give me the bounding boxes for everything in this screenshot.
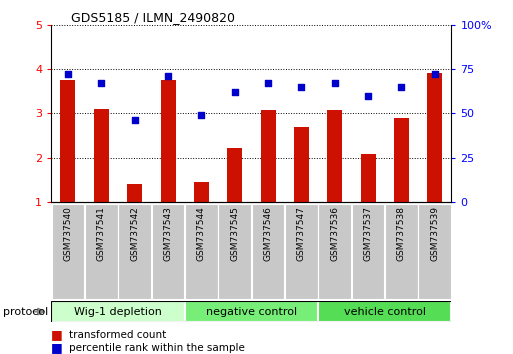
Text: GSM737541: GSM737541: [97, 206, 106, 261]
Text: GSM737542: GSM737542: [130, 206, 139, 261]
Text: Wig-1 depletion: Wig-1 depletion: [74, 307, 162, 316]
Point: [297, 84, 305, 90]
Bar: [419, 204, 451, 299]
Text: GSM737540: GSM737540: [64, 206, 72, 261]
Bar: [51, 301, 185, 322]
Text: protocol: protocol: [3, 307, 48, 316]
Text: GSM737538: GSM737538: [397, 206, 406, 261]
Point: [364, 93, 372, 98]
Bar: [94, 109, 109, 202]
Bar: [127, 184, 142, 202]
Text: GSM737536: GSM737536: [330, 206, 339, 261]
Text: negative control: negative control: [206, 307, 297, 316]
Text: GSM737547: GSM737547: [297, 206, 306, 261]
Bar: [252, 204, 284, 299]
Point: [397, 84, 405, 90]
Text: GSM737546: GSM737546: [264, 206, 272, 261]
Text: GSM737544: GSM737544: [197, 206, 206, 261]
Bar: [219, 204, 251, 299]
Bar: [85, 204, 117, 299]
Bar: [152, 204, 184, 299]
Text: percentile rank within the sample: percentile rank within the sample: [69, 343, 245, 353]
Bar: [385, 204, 418, 299]
Bar: [119, 204, 151, 299]
Text: GDS5185 / ILMN_2490820: GDS5185 / ILMN_2490820: [71, 11, 235, 24]
Bar: [227, 148, 242, 202]
Bar: [318, 301, 451, 322]
Bar: [327, 110, 342, 202]
Point: [130, 118, 139, 123]
Bar: [427, 73, 442, 202]
Bar: [319, 204, 351, 299]
Text: GSM737545: GSM737545: [230, 206, 239, 261]
Text: vehicle control: vehicle control: [344, 307, 426, 316]
Text: GSM737539: GSM737539: [430, 206, 439, 261]
Point: [264, 80, 272, 86]
Point: [164, 73, 172, 79]
Text: GSM737543: GSM737543: [164, 206, 172, 261]
Bar: [185, 204, 218, 299]
Point: [97, 80, 106, 86]
Bar: [185, 301, 318, 322]
Point: [197, 112, 205, 118]
Bar: [194, 182, 209, 202]
Point: [330, 80, 339, 86]
Text: ■: ■: [51, 341, 63, 354]
Bar: [294, 127, 309, 202]
Text: GSM737537: GSM737537: [364, 206, 372, 261]
Bar: [261, 110, 275, 202]
Text: transformed count: transformed count: [69, 330, 167, 339]
Bar: [161, 80, 175, 202]
Text: ■: ■: [51, 328, 63, 341]
Point: [230, 89, 239, 95]
Bar: [61, 80, 75, 202]
Point: [430, 72, 439, 77]
Bar: [52, 204, 84, 299]
Point: [64, 72, 72, 77]
Bar: [352, 204, 384, 299]
Bar: [394, 118, 409, 202]
Bar: [361, 154, 376, 202]
Bar: [285, 204, 318, 299]
